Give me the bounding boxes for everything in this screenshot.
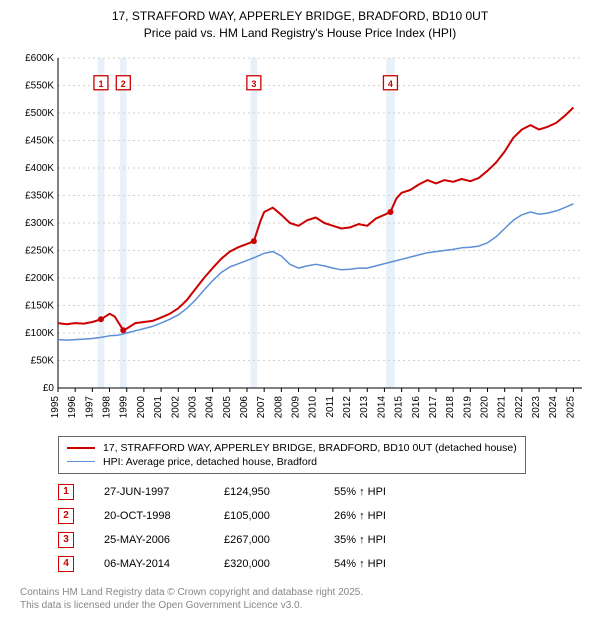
chart-area: £0 £50K £100K £150K £200K £250K £300K £350K £400…: [10, 48, 590, 428]
svg-text:2017: 2017: [428, 395, 439, 418]
sales-row: 1 27-JUN-1997£124,95055% ↑ HPI: [58, 480, 590, 504]
svg-text:2021: 2021: [497, 395, 508, 418]
sale-price: £267,000: [224, 534, 334, 546]
svg-text:2005: 2005: [222, 395, 233, 418]
footer-note: Contains HM Land Registry data © Crown c…: [20, 586, 590, 612]
svg-text:2004: 2004: [205, 395, 216, 418]
chart-container: 17, STRAFFORD WAY, APPERLEY BRIDGE, BRAD…: [0, 0, 600, 622]
svg-text:£100K: £100K: [25, 328, 54, 339]
legend-box: 17, STRAFFORD WAY, APPERLEY BRIDGE, BRAD…: [58, 436, 526, 474]
title-block: 17, STRAFFORD WAY, APPERLEY BRIDGE, BRAD…: [10, 8, 590, 42]
legend-swatch: [67, 461, 95, 462]
svg-text:2013: 2013: [359, 395, 370, 418]
svg-text:£350K: £350K: [25, 190, 54, 201]
svg-text:2000: 2000: [136, 395, 147, 418]
sales-row: 2 20-OCT-1998£105,00026% ↑ HPI: [58, 504, 590, 528]
svg-text:2022: 2022: [514, 395, 525, 418]
svg-text:2002: 2002: [170, 395, 181, 418]
title-line-1: 17, STRAFFORD WAY, APPERLEY BRIDGE, BRAD…: [10, 8, 590, 25]
svg-text:3: 3: [251, 78, 256, 88]
legend-item: 17, STRAFFORD WAY, APPERLEY BRIDGE, BRAD…: [67, 441, 517, 455]
svg-text:2006: 2006: [239, 395, 250, 418]
svg-text:2015: 2015: [394, 395, 405, 418]
svg-text:£400K: £400K: [25, 163, 54, 174]
svg-text:2010: 2010: [308, 395, 319, 418]
svg-text:2016: 2016: [411, 395, 422, 418]
footer-line-2: This data is licensed under the Open Gov…: [20, 599, 590, 612]
sale-marker: 2: [58, 508, 74, 524]
sale-price: £105,000: [224, 510, 334, 522]
svg-text:2024: 2024: [548, 395, 559, 418]
svg-text:£0: £0: [43, 383, 55, 394]
svg-text:1999: 1999: [119, 395, 130, 418]
sales-row: 4 06-MAY-2014£320,00054% ↑ HPI: [58, 552, 590, 576]
sale-marker: 1: [58, 484, 74, 500]
svg-text:1996: 1996: [67, 395, 78, 418]
sale-marker: 3: [58, 532, 74, 548]
sale-price: £320,000: [224, 558, 334, 570]
svg-text:1: 1: [98, 78, 103, 88]
svg-text:£200K: £200K: [25, 273, 54, 284]
svg-text:£250K: £250K: [25, 245, 54, 256]
svg-text:2011: 2011: [325, 395, 336, 417]
sale-date: 25-MAY-2006: [104, 534, 224, 546]
svg-text:4: 4: [388, 78, 393, 88]
svg-text:1998: 1998: [102, 395, 113, 418]
svg-text:£150K: £150K: [25, 300, 54, 311]
svg-text:2023: 2023: [531, 395, 542, 418]
svg-text:2007: 2007: [256, 395, 267, 418]
sale-pct: 55% ↑ HPI: [334, 486, 414, 498]
svg-text:2001: 2001: [153, 395, 164, 418]
sale-date: 20-OCT-1998: [104, 510, 224, 522]
svg-text:2014: 2014: [376, 395, 387, 418]
sale-pct: 26% ↑ HPI: [334, 510, 414, 522]
legend-label: HPI: Average price, detached house, Brad…: [103, 456, 317, 468]
svg-text:2009: 2009: [291, 395, 302, 418]
svg-text:£50K: £50K: [31, 355, 55, 366]
title-line-2: Price paid vs. HM Land Registry's House …: [10, 25, 590, 42]
svg-text:£500K: £500K: [25, 108, 54, 119]
sale-date: 06-MAY-2014: [104, 558, 224, 570]
sale-pct: 54% ↑ HPI: [334, 558, 414, 570]
svg-text:£450K: £450K: [25, 135, 54, 146]
svg-text:2018: 2018: [445, 395, 456, 418]
legend-label: 17, STRAFFORD WAY, APPERLEY BRIDGE, BRAD…: [103, 442, 517, 454]
svg-text:2025: 2025: [565, 395, 576, 418]
sale-pct: 35% ↑ HPI: [334, 534, 414, 546]
svg-text:2019: 2019: [462, 395, 473, 418]
legend-swatch: [67, 447, 95, 449]
sale-marker: 4: [58, 556, 74, 572]
svg-text:2: 2: [121, 78, 126, 88]
svg-text:2020: 2020: [480, 395, 491, 418]
svg-text:2012: 2012: [342, 395, 353, 418]
sale-price: £124,950: [224, 486, 334, 498]
sale-date: 27-JUN-1997: [104, 486, 224, 498]
sales-table: 1 27-JUN-1997£124,95055% ↑ HPI 2 20-OCT-199…: [58, 480, 590, 576]
footer-line-1: Contains HM Land Registry data © Crown c…: [20, 586, 590, 599]
line-chart-svg: £0 £50K £100K £150K £200K £250K £300K £350K £400…: [10, 48, 590, 428]
sales-row: 3 25-MAY-2006£267,00035% ↑ HPI: [58, 528, 590, 552]
svg-text:£550K: £550K: [25, 80, 54, 91]
svg-text:1997: 1997: [84, 395, 95, 418]
svg-text:£600K: £600K: [25, 53, 54, 64]
svg-text:2008: 2008: [273, 395, 284, 418]
svg-text:£300K: £300K: [25, 218, 54, 229]
svg-text:1995: 1995: [50, 395, 61, 418]
svg-text:2003: 2003: [187, 395, 198, 418]
legend-item: HPI: Average price, detached house, Brad…: [67, 455, 517, 469]
